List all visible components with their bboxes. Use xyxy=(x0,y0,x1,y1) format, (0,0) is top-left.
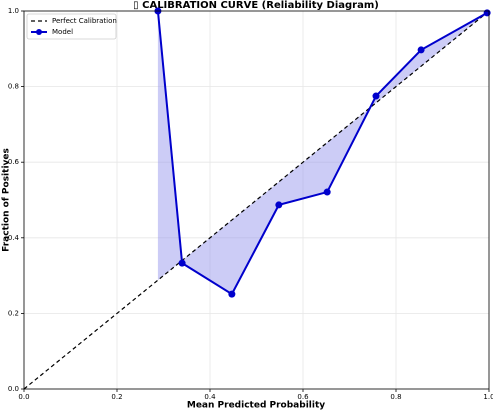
x-tick-label: 0.8 xyxy=(390,393,401,401)
y-axis-label: Fraction of Positives xyxy=(2,148,12,252)
x-tick-label: 0.2 xyxy=(111,393,122,401)
y-tick-label: 0.2 xyxy=(8,309,19,317)
legend-box xyxy=(26,13,117,40)
legend-label: Perfect Calibration xyxy=(52,17,117,25)
x-tick-label: 0.4 xyxy=(204,393,216,401)
y-tick-label: 0.8 xyxy=(8,83,19,91)
gap-fill xyxy=(157,11,488,295)
marker xyxy=(228,290,236,298)
marker xyxy=(323,188,331,196)
legend-label: Model xyxy=(52,28,73,36)
series-line xyxy=(23,10,490,390)
x-tick-label: 0.6 xyxy=(297,393,309,401)
x-tick-label: 0.0 xyxy=(18,393,29,401)
marker xyxy=(275,201,283,209)
marker xyxy=(372,92,380,100)
marker xyxy=(417,46,425,54)
marker xyxy=(178,259,186,267)
y-tick-label: 0.0 xyxy=(8,385,19,393)
marker xyxy=(483,9,491,17)
chart-title: ▯ CALIBRATION CURVE (Reliability Diagram… xyxy=(133,0,379,11)
legend-marker xyxy=(36,29,42,35)
series-line xyxy=(156,10,488,296)
plot-frame xyxy=(23,10,490,390)
y-tick-label: 0.4 xyxy=(8,234,20,242)
x-axis-label: Mean Predicted Probability xyxy=(187,401,325,410)
x-tick-label: 1.0 xyxy=(483,393,493,401)
y-tick-label: 0.6 xyxy=(8,158,20,166)
y-tick-label: 1.0 xyxy=(8,7,19,15)
